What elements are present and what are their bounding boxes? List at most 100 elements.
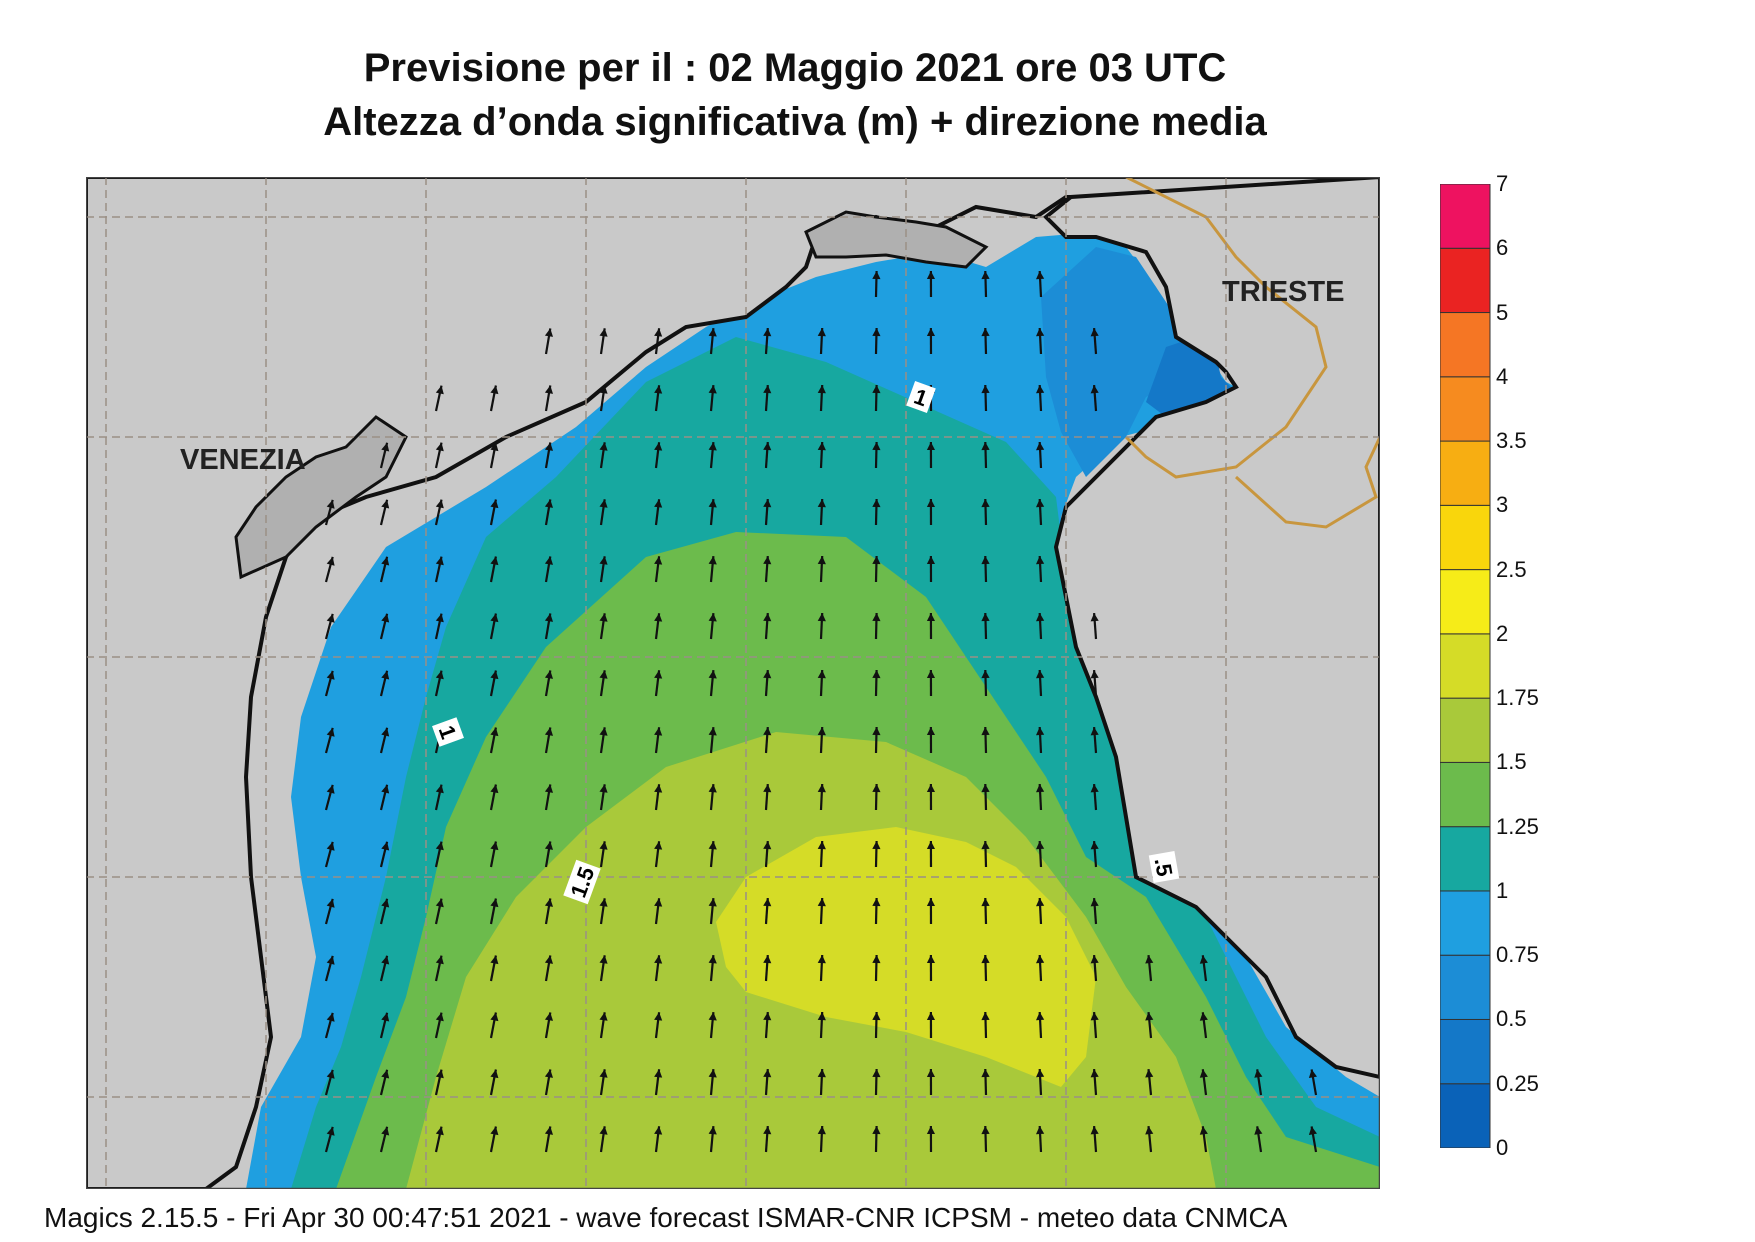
- land-lagoon: [234, 415, 408, 580]
- wave-arrow-head: [708, 442, 717, 451]
- wave-arrow-head: [490, 385, 499, 395]
- legend-tick-label: 2: [1496, 620, 1509, 646]
- wave-arrow-head: [381, 898, 390, 908]
- legend-tick-label: 0.25: [1496, 1070, 1539, 1096]
- wave-arrow-head: [490, 784, 499, 794]
- wave-arrow-head: [1308, 1126, 1317, 1135]
- wave-arrow-head: [1145, 1012, 1154, 1021]
- wave-arrow-head: [763, 613, 772, 622]
- wave-arrow-head: [1090, 727, 1099, 736]
- wave-arrow-head: [654, 1012, 663, 1021]
- wave-arrow-head: [490, 1012, 499, 1022]
- wave-arrow-head: [872, 556, 881, 565]
- wave-arrow-head: [817, 328, 826, 337]
- wave-direction-arrows: [324, 270, 1318, 1153]
- wave-arrow-head: [708, 955, 717, 964]
- wave-arrow-head: [708, 385, 717, 394]
- wave-arrow-head: [381, 1012, 390, 1022]
- wave-arrow-head: [926, 784, 935, 792]
- wave-arrow-head: [708, 613, 717, 622]
- wave-arrow-head: [381, 499, 390, 509]
- wave-arrow-head: [599, 898, 608, 907]
- wave-arrow-head: [872, 385, 881, 394]
- wave-arrow-head: [1254, 1069, 1263, 1078]
- wave-arrow-head: [1036, 841, 1045, 850]
- wave-arrow-head: [544, 955, 553, 964]
- wave-arrow-head: [763, 499, 772, 508]
- wave-arrow-head: [926, 727, 935, 735]
- color-legend: [1439, 183, 1560, 1149]
- land-istria: [1043, 177, 1380, 1080]
- wave-arrow-head: [490, 1126, 499, 1136]
- wave-arrow-head: [981, 499, 990, 508]
- wave-arrow-head: [872, 1069, 881, 1078]
- wave-arrow-head: [763, 670, 772, 679]
- wave-arrow-head: [708, 1012, 717, 1021]
- wave-arrow-head: [654, 385, 663, 394]
- wave-arrow-head: [654, 841, 663, 850]
- wave-arrow-head: [1145, 955, 1154, 964]
- wave-arrow-head: [599, 328, 608, 337]
- wave-arrow-head: [1036, 670, 1045, 679]
- wave-arrow-head: [817, 1012, 826, 1021]
- wave-arrow-head: [544, 784, 553, 793]
- land-grado-islands: [804, 210, 989, 269]
- wave-arrow-head: [763, 556, 772, 565]
- wave-arrow-head: [435, 955, 444, 965]
- wave-arrow-head: [544, 898, 553, 907]
- wave-arrow-head: [872, 784, 881, 793]
- wave-arrow-head: [763, 385, 772, 394]
- wave-arrow-head: [1090, 1012, 1099, 1021]
- wave-arrow-head: [654, 955, 663, 964]
- wave-arrow-head: [981, 784, 990, 793]
- wave-arrow-head: [544, 499, 553, 508]
- wave-arrow-head: [926, 499, 935, 507]
- wave-arrow-head: [654, 1069, 663, 1078]
- wave-arrow-head: [981, 955, 990, 964]
- wave-arrow-head: [708, 1069, 717, 1078]
- wave-arrow-head: [817, 670, 826, 679]
- wave-arrow-head: [381, 613, 390, 623]
- legend-tick-label: 1.75: [1496, 685, 1539, 711]
- legend-tick-label: 0: [1496, 1135, 1509, 1160]
- wave-arrow-head: [1090, 613, 1099, 622]
- city-label-venezia: VENEZIA: [180, 444, 306, 476]
- legend-tick-label: 5: [1496, 299, 1509, 325]
- wave-arrow-head: [326, 1069, 335, 1079]
- wave-arrow-head: [817, 841, 826, 850]
- wave-arrow-head: [599, 499, 608, 508]
- wave-arrow-head: [926, 841, 935, 849]
- legend-tick-label: 0.5: [1496, 1006, 1527, 1032]
- wave-arrow-head: [708, 670, 717, 679]
- wave-arrow-head: [654, 613, 663, 622]
- wave-arrow-head: [381, 442, 390, 452]
- wave-arrow-head: [708, 556, 717, 565]
- wave-arrow-head: [872, 841, 881, 850]
- wave-arrow-head: [435, 841, 444, 851]
- wave-arrow-head: [381, 670, 390, 680]
- wave-arrow-head: [1090, 1069, 1099, 1078]
- wave-arrow-head: [926, 328, 935, 336]
- wave-arrow-head: [654, 556, 663, 565]
- wave-arrow-head: [817, 1069, 826, 1078]
- wave-arrow-head: [763, 1126, 772, 1135]
- legend-tick-label: 6: [1496, 235, 1509, 261]
- wave-arrow-head: [326, 499, 335, 509]
- contour-label-15-east: .5: [1148, 850, 1180, 884]
- wave-arrow-head: [872, 898, 881, 907]
- city-label-trieste: TRIESTE: [1222, 276, 1344, 308]
- wave-arrow-head: [763, 328, 772, 337]
- wave-arrow-head: [599, 442, 608, 451]
- wave-arrow-head: [326, 727, 335, 737]
- border-line-2: [1234, 436, 1380, 529]
- wave-arrow-head: [435, 499, 444, 509]
- wave-arrow-head: [926, 271, 935, 279]
- legend-swatch: [1439, 954, 1491, 1020]
- wave-arrow-head: [435, 1126, 444, 1136]
- wave-arrow-head: [1090, 955, 1099, 964]
- wave-arrow-head: [490, 556, 499, 566]
- wave-arrow-head: [872, 727, 881, 736]
- wave-arrow-head: [435, 784, 444, 794]
- legend-tick-label: 0.75: [1496, 942, 1539, 968]
- legend-swatch: [1439, 440, 1491, 506]
